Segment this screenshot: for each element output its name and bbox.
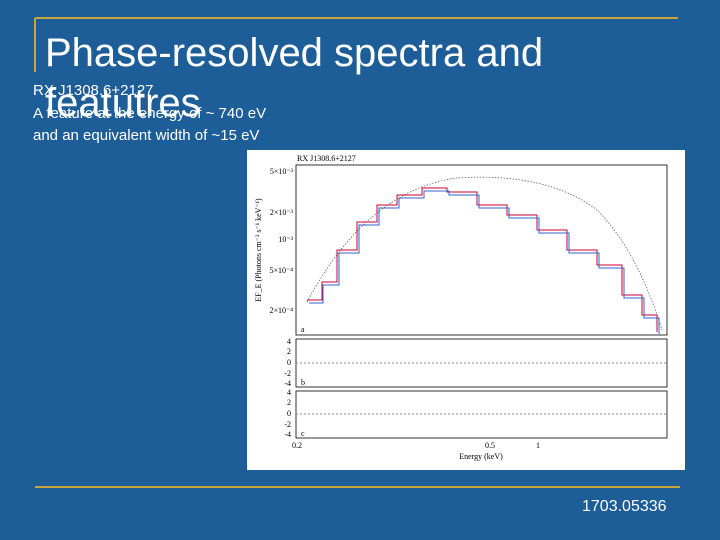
y-tick-label: 5×10⁻⁴ <box>269 266 293 275</box>
x-axis-label: Energy (keV) <box>459 452 503 461</box>
panel-label: b <box>301 378 305 387</box>
panel-label: c <box>301 429 305 438</box>
residual-tick: 2 <box>287 347 291 356</box>
residual-tick: 4 <box>287 388 291 397</box>
residual-tick: 2 <box>287 398 291 407</box>
residual-tick: 0 <box>287 409 291 418</box>
residual-tick: -2 <box>284 420 291 429</box>
residual-tick: -4 <box>284 430 291 439</box>
data-steps <box>309 190 660 334</box>
x-tick-label: 1 <box>536 441 540 450</box>
y-tick-label: 2×10⁻⁴ <box>269 306 293 315</box>
panel-label: a <box>301 325 305 334</box>
main-panel <box>295 164 668 336</box>
residual-tick: -4 <box>284 379 291 388</box>
slide-title: Phase-resolved spectra and featutres <box>45 31 544 125</box>
x-tick-label: 0.5 <box>485 441 495 450</box>
residual-tick: 0 <box>287 358 291 367</box>
residual-tick: 4 <box>287 337 291 346</box>
data-steps <box>307 187 658 332</box>
body-line: and an equivalent width of ~15 eV <box>33 127 260 144</box>
x-tick-label: 0.2 <box>292 441 302 450</box>
y-tick-label: 5×10⁻³ <box>270 167 294 176</box>
figure-title: RX J1308.6+2127 <box>297 154 356 163</box>
figure-bg <box>247 150 685 470</box>
spectrum-figure: RX J1308.6+2127 EF_E (Photons cm⁻² s⁻¹ k… <box>247 150 685 470</box>
y-axis-label: EF_E (Photons cm⁻² s⁻¹ keV⁻¹) <box>254 198 263 302</box>
body-line: RX J1308.6+2127 <box>33 82 154 99</box>
residual-tick: -2 <box>284 369 291 378</box>
y-tick-label: 10⁻³ <box>278 235 293 244</box>
y-tick-label: 2×10⁻³ <box>270 208 294 217</box>
footer-ref: 1703.05336 <box>582 498 667 515</box>
body-line: A feature at the energy of ~ 740 eV <box>33 105 267 122</box>
